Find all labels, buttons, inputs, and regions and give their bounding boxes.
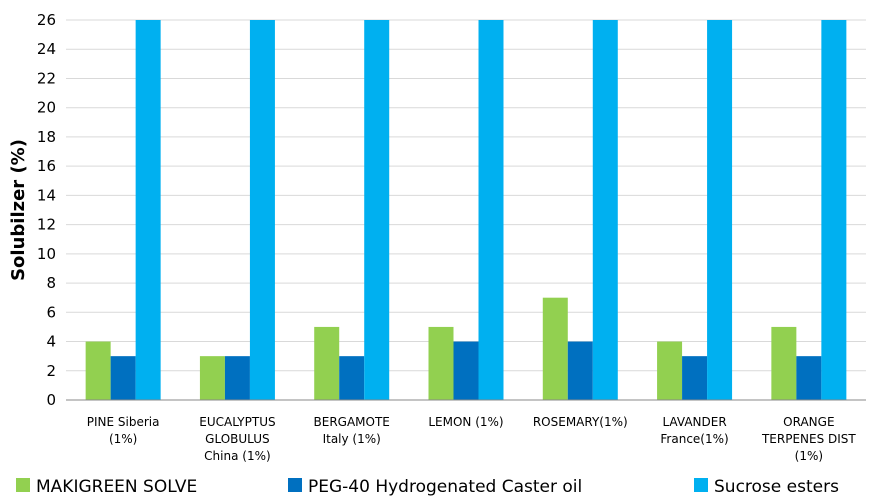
y-tick-label: 24 [37, 40, 56, 58]
y-tick-label: 12 [37, 216, 56, 234]
bar-sucrose-esters-4 [592, 20, 618, 400]
bar-sucrose-esters-1 [249, 20, 275, 400]
legend-label: Sucrose esters [714, 477, 839, 497]
bar-makigreen-solve-2 [314, 326, 340, 400]
legend-swatch [16, 478, 30, 492]
legend-label: MAKIGREEN SOLVE [36, 477, 197, 497]
y-tick-label: 14 [37, 186, 56, 204]
x-tick-label: ORANGE TERPENES DIST (1%) [761, 415, 856, 463]
x-tick-label: LEMON (1%) [428, 415, 503, 429]
y-tick-label: 26 [37, 11, 56, 29]
bar-peg-40-hydrogenated-caster-oil-1 [224, 356, 250, 400]
bar-sucrose-esters-6 [821, 20, 847, 400]
bar-makigreen-solve-6 [771, 326, 797, 400]
y-tick-label: 0 [46, 391, 56, 409]
y-tick-label: 4 [46, 333, 56, 351]
y-tick-label: 6 [46, 303, 56, 321]
y-tick-label: 8 [46, 274, 56, 292]
bar-makigreen-solve-4 [542, 297, 568, 400]
bar-peg-40-hydrogenated-caster-oil-0 [110, 356, 136, 400]
x-tick-label: EUCALYPTUS GLOBULUS China (1%) [199, 415, 275, 463]
bar-sucrose-esters-2 [364, 20, 390, 400]
bar-makigreen-solve-3 [428, 326, 454, 400]
legend: MAKIGREEN SOLVE PEG-40 Hydrogenated Caste… [16, 477, 839, 497]
legend-swatch [288, 478, 302, 492]
bar-makigreen-solve-1 [199, 356, 225, 400]
x-tick-label: BERGAMOTE Italy (1%) [314, 415, 390, 446]
bar-peg-40-hydrogenated-caster-oil-3 [453, 341, 479, 400]
y-tick-label: 2 [46, 362, 56, 380]
y-tick-label: 20 [37, 99, 56, 117]
bar-peg-40-hydrogenated-caster-oil-6 [796, 356, 822, 400]
legend-label: PEG-40 Hydrogenated Caster oil [308, 477, 582, 497]
y-tick-label: 16 [37, 157, 56, 175]
x-tick-label: LAVANDER France(1%) [660, 415, 728, 446]
x-category-labels: PINE Siberia (1%) EUCALYPTUS GLOBULUS China … [87, 415, 857, 463]
bar-sucrose-esters-3 [478, 20, 504, 400]
bar-sucrose-esters-5 [707, 20, 733, 400]
y-tick-label: 18 [37, 128, 56, 146]
y-axis-label: Solubilzer (%) [8, 139, 29, 281]
bar-sucrose-esters-0 [135, 20, 161, 400]
legend-swatch [694, 478, 708, 492]
bar-makigreen-solve-0 [85, 341, 111, 400]
y-tick-label: 10 [37, 245, 56, 263]
gridlines [66, 19, 866, 372]
bar-peg-40-hydrogenated-caster-oil-5 [682, 356, 708, 400]
bar-peg-40-hydrogenated-caster-oil-2 [339, 356, 365, 400]
y-tick-label: 22 [37, 69, 56, 87]
bar-peg-40-hydrogenated-caster-oil-4 [567, 341, 593, 400]
x-tick-label: PINE Siberia (1%) [87, 415, 160, 446]
x-tick-label: ROSEMARY(1%) [533, 415, 628, 429]
bar-makigreen-solve-5 [657, 341, 683, 400]
bars [85, 20, 847, 400]
